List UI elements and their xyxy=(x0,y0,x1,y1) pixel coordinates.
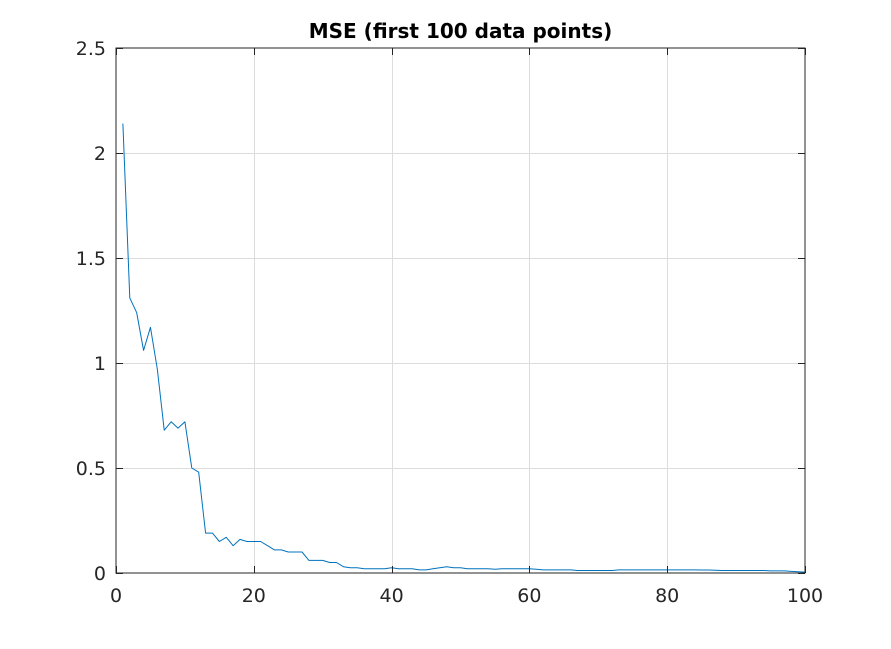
series-line xyxy=(122,123,806,573)
x-axis-tick-labels: 0 20 40 60 80 100 xyxy=(110,585,823,607)
y-axis-tick-labels: 0 0.5 1 1.5 2 2.5 xyxy=(76,38,106,585)
axes-box xyxy=(115,47,806,574)
x-tick-label: 40 xyxy=(380,585,404,607)
plot-area xyxy=(116,48,805,573)
x-tick-label: 20 xyxy=(242,585,266,607)
y-tick-label: 2.5 xyxy=(76,38,106,60)
y-tick-label: 0.5 xyxy=(76,458,106,480)
x-tick-label: 0 xyxy=(110,585,122,607)
y-tick-label: 2 xyxy=(94,143,106,165)
chart-title: MSE (first 100 data points) xyxy=(309,19,613,43)
grid xyxy=(116,48,805,573)
x-tick-label: 100 xyxy=(787,585,823,607)
x-tick-label: 80 xyxy=(655,585,679,607)
y-tick-label: 0 xyxy=(94,563,106,585)
x-tick-label: 60 xyxy=(517,585,541,607)
y-tick-label: 1.5 xyxy=(76,248,106,270)
series-layer xyxy=(122,123,806,573)
y-tick-label: 1 xyxy=(94,353,106,375)
ticks xyxy=(116,48,806,574)
